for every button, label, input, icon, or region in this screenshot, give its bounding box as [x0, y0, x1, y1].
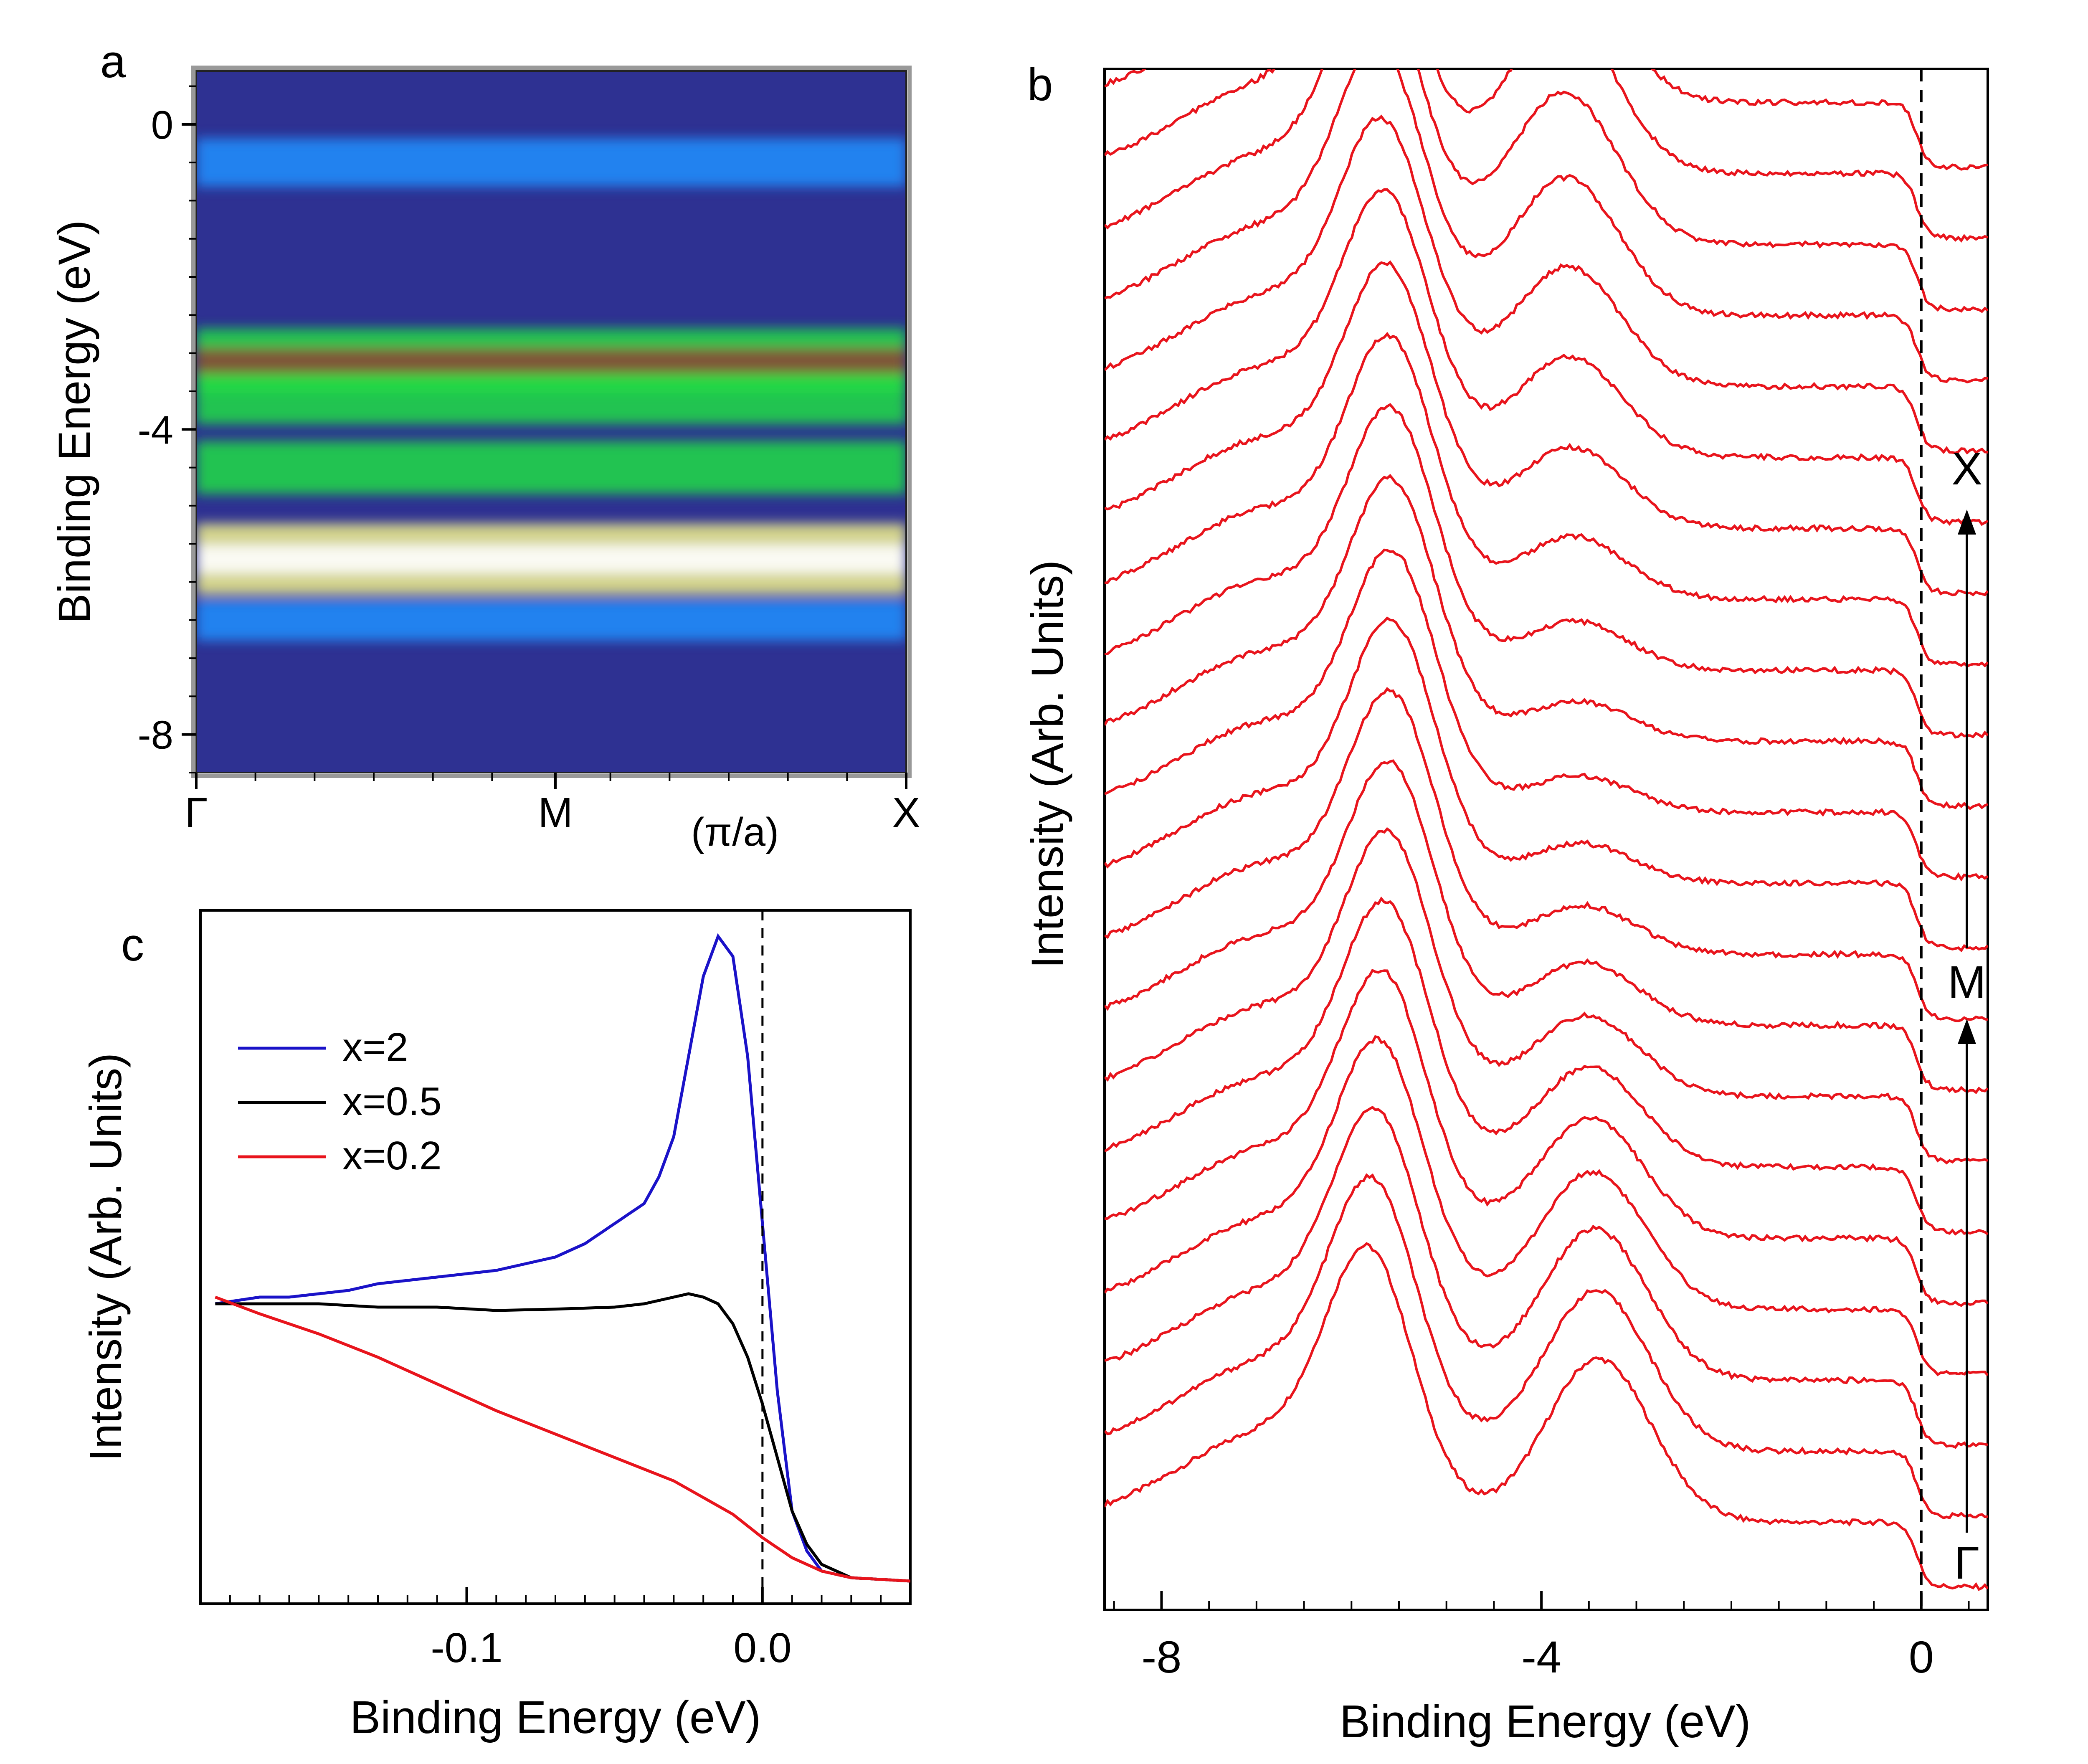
edc-curve	[1105, 1242, 1988, 1591]
panel-a-xlabel: (π/a)	[691, 810, 779, 854]
edc-curve	[1105, 69, 1988, 171]
panel-c-legend: x=2 x=0.5 x=0.2	[238, 1025, 442, 1178]
heatmap-frame	[191, 66, 912, 778]
heatmap-band	[196, 441, 906, 494]
edc-curve	[1105, 1035, 1988, 1376]
panel-b-ylabel: Intensity (Arb. Units)	[1022, 560, 1072, 968]
edc-curve	[1105, 1173, 1988, 1520]
legend-label: x=0.5	[342, 1079, 442, 1124]
edc-curve	[1105, 69, 1988, 384]
panel-a-xtick-label: M	[538, 789, 573, 836]
panel-a: a 0 -4 -8 Γ M X Binding Energy (eV) (π/a)	[49, 36, 920, 854]
panel-b: b -8 -4 0 Binding Energy (eV) Intensity (A…	[1022, 59, 1989, 1747]
panel-a-ytick-label: -8	[138, 713, 173, 758]
panel-a-label: a	[100, 36, 126, 87]
k-point-label: X	[1951, 443, 1982, 494]
edc-curve	[1105, 759, 1988, 1094]
panel-c-xtick-label: -0.1	[431, 1625, 502, 1671]
panel-b-xlabel: Binding Energy (eV)	[1340, 1696, 1751, 1747]
panel-c-xlabel: Binding Energy (eV)	[350, 1692, 761, 1743]
edc-curve	[1105, 403, 1988, 739]
panel-b-frame	[1103, 68, 1989, 1611]
panel-a-ytick-label: -4	[138, 408, 173, 452]
edc-curve	[1105, 332, 1988, 668]
edc-curve	[1105, 548, 1988, 882]
heatmap-band-core	[196, 545, 906, 573]
edc-curve	[1105, 260, 1988, 596]
heatmap-band	[196, 599, 906, 641]
edc-curve	[1105, 69, 1988, 243]
edc-curve	[1105, 687, 1988, 1022]
edc-curve	[1105, 188, 1988, 526]
panel-a-xtick-label: Γ	[185, 789, 208, 836]
k-point-label: M	[1948, 957, 1986, 1008]
legend-label: x=2	[342, 1025, 408, 1070]
edc-curve	[1105, 616, 1988, 953]
edc-curve	[1105, 827, 1988, 1165]
panel-c-label: c	[121, 919, 144, 971]
edc-curve	[1105, 896, 1988, 1236]
legend-label: x=0.2	[342, 1133, 442, 1178]
series-line	[215, 933, 910, 1583]
edc-curve	[1105, 474, 1988, 810]
panel-c: c -0.1 0.0 x=2 x=0.5 x=0.2 Binding Energy (…	[80, 909, 912, 1743]
k-path-arrowhead-lower	[1958, 1019, 1976, 1044]
panel-a-xtick-label: X	[892, 789, 920, 836]
series-line	[215, 1295, 910, 1583]
panel-a-ylabel: Binding Energy (eV)	[49, 220, 99, 624]
panel-b-xtick-label: -4	[1521, 1632, 1561, 1682]
k-path-arrowhead-upper	[1958, 509, 1976, 535]
heatmap-band	[196, 138, 906, 187]
panel-b-xtick-label: 0	[1909, 1632, 1934, 1682]
panel-c-ylabel: Intensity (Arb. Units)	[80, 1053, 131, 1461]
panel-c-xtick-label: 0.0	[733, 1625, 791, 1671]
edc-curve	[1105, 968, 1988, 1307]
k-point-label: Γ	[1954, 1537, 1980, 1589]
series-line	[215, 1292, 910, 1583]
heatmap-band-core	[196, 348, 906, 374]
heatmap-band	[196, 373, 906, 424]
panel-b-label: b	[1027, 59, 1053, 110]
edc-curve	[1105, 69, 1988, 313]
heatmap-plot-area	[196, 71, 906, 773]
edc-curve	[1105, 114, 1988, 455]
panel-a-ytick-label: 0	[151, 103, 173, 147]
edc-curve	[1105, 1105, 1988, 1449]
panel-b-xtick-label: -8	[1141, 1632, 1181, 1682]
